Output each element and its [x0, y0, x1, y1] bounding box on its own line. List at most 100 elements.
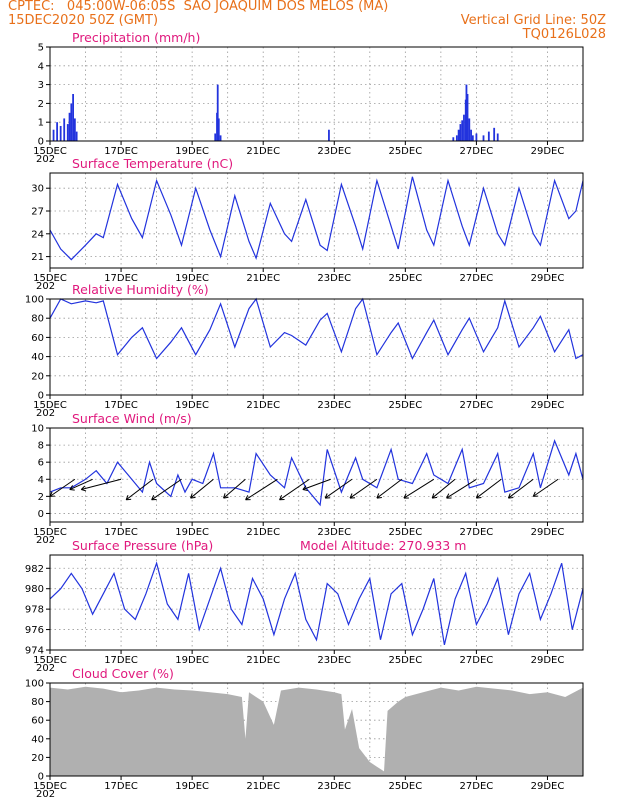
panel-4-wind-arrowhead	[223, 493, 229, 499]
panel-1-bar	[487, 131, 490, 141]
panel-2-ytick-label: 21	[31, 252, 44, 263]
panel-4-xtick-label: 19DEC	[175, 527, 209, 538]
panel-3-xtick-label: 27DEC	[460, 400, 494, 411]
panel-6-ytick-label: 40	[31, 734, 44, 745]
panel-1-bar	[457, 129, 460, 141]
panel-4-title: Surface Wind (m/s)	[72, 411, 192, 426]
panel-4-wind-arrowhead	[69, 485, 75, 491]
panel-2-xtick-label: 21DEC	[246, 273, 280, 284]
panel-3-xtick-label: 29DEC	[531, 400, 565, 411]
panel-1-ytick-label: 5	[38, 43, 44, 54]
panel-1-bar	[471, 135, 474, 141]
panel-4-wind-arrowhead	[446, 493, 452, 499]
panel-6-year-label: 202	[36, 789, 55, 800]
panel-4-ytick-label: 8	[38, 441, 44, 452]
panel-3-xtick-label: 17DEC	[104, 400, 138, 411]
panel-1-ytick-label: 1	[38, 118, 44, 129]
panel-4-wind-arrowhead	[324, 493, 331, 499]
panel-1-ytick-label: 2	[38, 99, 44, 110]
panel-1-xtick-label: 19DEC	[175, 146, 209, 157]
panel-1-bar	[73, 118, 76, 141]
panel-4-wind-vector	[190, 478, 214, 499]
panel-4-xtick-label: 23DEC	[317, 527, 351, 538]
panel-2-ytick-label: 24	[31, 229, 44, 240]
panel-3-frame	[49, 298, 584, 396]
panel-4-wind-arrowhead	[349, 493, 356, 499]
panel-1-xtick-label: 21DEC	[246, 146, 280, 157]
panel-4-wind-vector	[508, 478, 534, 499]
panel-1-bar	[468, 118, 471, 141]
panel-4-wind-vector	[125, 478, 154, 501]
panel-4-ytick-label: 0	[38, 509, 44, 520]
panel-1-bar	[219, 135, 222, 141]
panel-2-series-line	[49, 176, 584, 261]
panel-4-xtick-label: 17DEC	[104, 527, 138, 538]
panel-1-xtick-label: 29DEC	[531, 146, 565, 157]
panel-6-ytick-label: 80	[31, 697, 44, 708]
panel-1-bar	[63, 118, 66, 141]
panel-1-bar	[66, 124, 69, 141]
panel-4-wind-vector	[302, 478, 331, 490]
panel-3-ytick-label: 100	[25, 295, 44, 306]
panel-4-wind-arrowhead	[190, 493, 196, 499]
panel-1-xtick-label: 27DEC	[460, 146, 494, 157]
panel-4-wind-arrowhead	[475, 493, 482, 499]
panel-4-wind-arrowhead	[376, 493, 382, 499]
panel-2-xtick-label: 25DEC	[388, 273, 422, 284]
panel-1-ytick-label: 4	[38, 61, 44, 72]
panel-1-xtick-label: 15DEC	[33, 146, 67, 157]
panel-1-bar	[452, 137, 455, 141]
panel-5-ytick-label: 976	[25, 625, 44, 636]
panel-4-ytick-label: 6	[38, 458, 44, 469]
panel-5-xtick-label: 19DEC	[175, 655, 209, 666]
panel-4-wind-arrowhead	[507, 493, 514, 499]
panel-6-xtick-label: 15DEC	[33, 781, 67, 792]
panel-1-bar	[217, 118, 220, 141]
panel-2-xtick-label: 15DEC	[33, 273, 67, 284]
panel-4-wind-vector	[245, 478, 278, 501]
panel-3-xtick-label: 15DEC	[33, 400, 67, 411]
panel-6-xtick-label: 27DEC	[460, 781, 494, 792]
panel-2-xtick-label: 19DEC	[175, 273, 209, 284]
panel-3-xtick-label: 25DEC	[388, 400, 422, 411]
panel-2-title: Surface Temperature (nC)	[72, 156, 233, 171]
panel-2-ytick-label: 30	[31, 184, 44, 195]
panel-5-xtick-label: 21DEC	[246, 655, 280, 666]
panel-6-xtick-label: 21DEC	[246, 781, 280, 792]
panel-3-title: Relative Humidity (%)	[72, 282, 209, 297]
panel-4-ytick-label: 10	[31, 424, 44, 435]
panel-4-series-line	[49, 439, 584, 507]
model-id-header: TQ0126L028	[522, 27, 606, 42]
panel-4-wind-arrowhead	[431, 493, 438, 499]
panel-6-cloud-area	[50, 686, 583, 776]
panel-6-xtick-label: 25DEC	[388, 781, 422, 792]
panel-1-bar	[56, 122, 59, 141]
panel-6-xtick-label: 29DEC	[531, 781, 565, 792]
panel-3-xtick-label: 21DEC	[246, 400, 280, 411]
panel-3-series-line	[49, 297, 584, 360]
panel-4-wind-arrowhead	[245, 495, 251, 501]
panel-1-bar	[463, 114, 465, 141]
panel-6-frame	[49, 682, 584, 777]
panel-4-wind-vector	[223, 478, 246, 499]
panel-1-bar	[214, 133, 217, 141]
panel-6-title: Cloud Cover (%)	[72, 666, 174, 681]
panel-1-title: Precipitation (mm/h)	[72, 30, 200, 45]
panel-5-series-line	[49, 561, 584, 646]
panel-5-xtick-label: 15DEC	[33, 655, 67, 666]
station-header: CPTEC: 045:00W-06:05S SAO JOAQUIM DOS ME…	[8, 0, 389, 14]
panel-4-ytick-label: 4	[38, 475, 44, 486]
panel-5-xtick-label: 29DEC	[531, 655, 565, 666]
panel-5-extra-label: Model Altitude: 270.933 m	[300, 538, 466, 553]
panel-4-xtick-label: 21DEC	[246, 527, 280, 538]
panel-4-xtick-label: 27DEC	[460, 527, 494, 538]
panel-4-wind-vector	[81, 478, 122, 491]
panel-3-year-label: 202	[36, 408, 55, 419]
panel-4-wind-arrowhead	[279, 495, 285, 501]
panel-2-xtick-label: 29DEC	[531, 273, 565, 284]
panel-4-wind-vector	[476, 478, 502, 499]
panel-5-frame	[49, 554, 584, 651]
panel-6-xtick-label: 23DEC	[317, 781, 351, 792]
panel-1-bar	[470, 129, 472, 141]
panel-4-wind-vector	[49, 478, 76, 497]
